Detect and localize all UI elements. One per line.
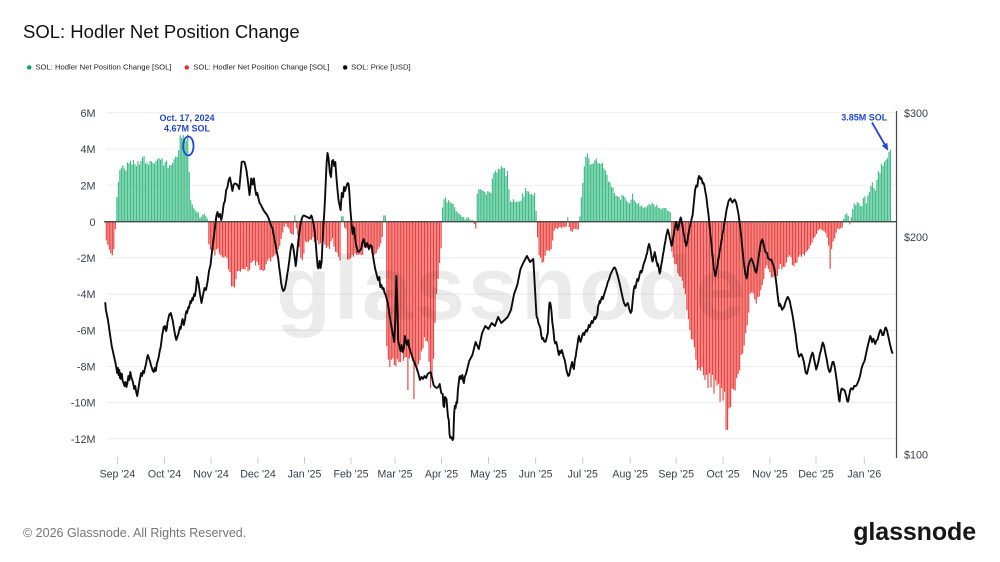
svg-text:Oct '24: Oct '24 — [148, 468, 181, 480]
svg-text:6M: 6M — [81, 108, 96, 120]
svg-text:-12M: -12M — [71, 434, 96, 446]
svg-text:May '25: May '25 — [470, 468, 507, 480]
svg-text:$300: $300 — [904, 108, 928, 120]
svg-text:-8M: -8M — [77, 362, 96, 374]
svg-text:$200: $200 — [904, 232, 928, 244]
svg-text:4M: 4M — [81, 144, 96, 156]
svg-text:Mar '25: Mar '25 — [378, 468, 413, 480]
svg-text:Nov '24: Nov '24 — [193, 468, 229, 480]
svg-text:-2M: -2M — [77, 253, 96, 265]
svg-text:Nov '25: Nov '25 — [752, 468, 788, 480]
svg-text:Oct '25: Oct '25 — [706, 468, 739, 480]
svg-text:$100: $100 — [904, 449, 928, 461]
svg-text:4.67M SOL: 4.67M SOL — [164, 124, 211, 134]
svg-text:Jan '26: Jan '26 — [847, 468, 881, 480]
svg-text:3.85M SOL: 3.85M SOL — [841, 112, 888, 122]
svg-text:Dec '25: Dec '25 — [798, 468, 834, 480]
svg-text:Aug '25: Aug '25 — [612, 468, 648, 480]
svg-text:Sep '24: Sep '24 — [100, 468, 136, 480]
svg-text:Dec '24: Dec '24 — [240, 468, 276, 480]
svg-text:-4M: -4M — [77, 289, 96, 301]
svg-text:Feb '25: Feb '25 — [333, 468, 368, 480]
svg-text:glassnode: glassnode — [276, 239, 748, 339]
svg-text:Jul '25: Jul '25 — [568, 468, 598, 480]
svg-text:Jan '25: Jan '25 — [288, 468, 322, 480]
svg-text:Sep '25: Sep '25 — [658, 468, 694, 480]
svg-text:Apr '25: Apr '25 — [425, 468, 458, 480]
svg-text:-10M: -10M — [71, 398, 96, 410]
svg-text:2M: 2M — [81, 180, 96, 192]
svg-text:-6M: -6M — [77, 325, 96, 337]
svg-text:0: 0 — [89, 217, 95, 229]
svg-text:Oct. 17, 2024: Oct. 17, 2024 — [159, 113, 214, 123]
svg-text:Jun '25: Jun '25 — [519, 468, 553, 480]
